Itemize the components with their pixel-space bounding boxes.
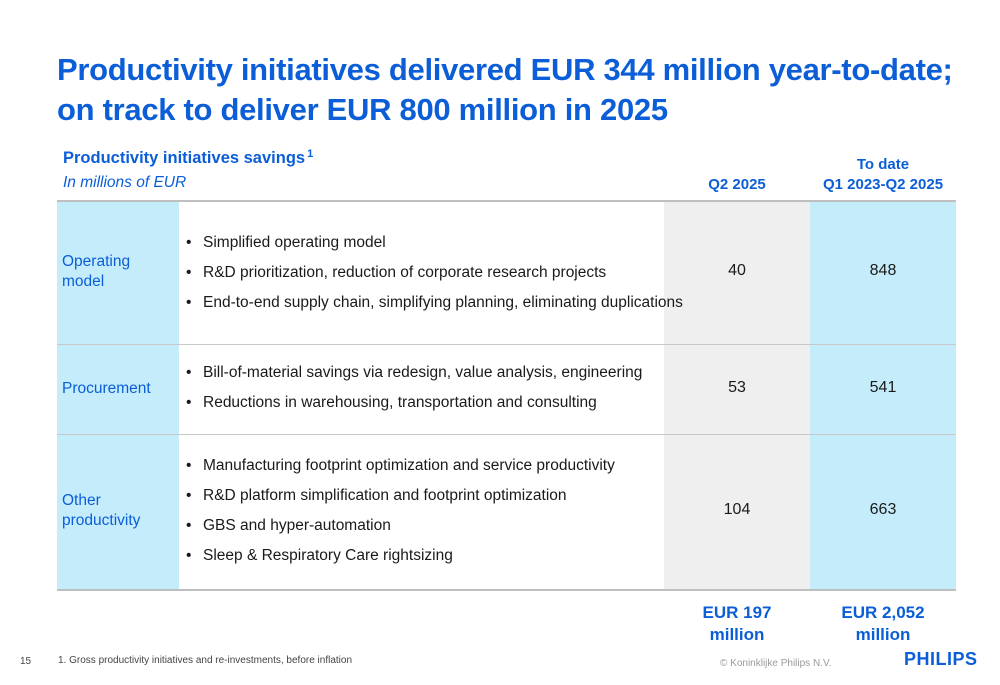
bullet-item: R&D prioritization, reduction of corpora… <box>186 258 666 288</box>
row-label-band <box>57 202 179 589</box>
row-label: Procurement <box>62 380 151 397</box>
to-date-total-line2: million <box>855 625 911 644</box>
q2-total: EUR 197 million <box>664 602 810 646</box>
q2-value: 40 <box>728 262 746 279</box>
bullet-list: Simplified operating model R&D prioritiz… <box>186 228 683 318</box>
q2-total-line2: million <box>709 625 765 644</box>
to-date-value: 663 <box>869 501 897 518</box>
column-header-q2: Q2 2025 <box>708 176 766 193</box>
row-label: Operating model <box>62 253 131 290</box>
bullet-list: Manufacturing footprint optimization and… <box>186 451 666 571</box>
to-date-value: 848 <box>869 262 897 279</box>
q2-value: 104 <box>723 501 751 518</box>
bullet-list: Bill-of-material savings via redesign, v… <box>186 358 666 418</box>
row-label: Other productivity <box>62 492 141 529</box>
table-subtitle: In millions of EUR <box>63 174 187 191</box>
table-title: Productivity initiatives savings 1 <box>63 147 314 168</box>
q2-value: 53 <box>728 379 746 396</box>
column-header-to-date: To date Q1 2023-Q2 2025 <box>810 155 956 195</box>
to-date-total-line1: EUR 2,052 <box>841 603 925 622</box>
to-date-column-band <box>810 202 956 589</box>
copyright: © Koninklijke Philips N.V. <box>720 658 832 669</box>
slide-title: Productivity initiatives delivered EUR 3… <box>57 52 953 127</box>
to-date-total: EUR 2,052 million <box>810 602 956 646</box>
philips-logo: PHILIPS <box>904 649 978 669</box>
column-header-to-date-line2: Q1 2023-Q2 2025 <box>822 176 944 193</box>
page-number: 15 <box>20 656 32 667</box>
bullet-item: Manufacturing footprint optimization and… <box>186 451 666 481</box>
bullet-item: Reductions in warehousing, transportatio… <box>186 388 666 418</box>
footnote-marker: 1 <box>307 147 314 160</box>
bullet-item: End-to-end supply chain, simplifying pla… <box>186 288 683 318</box>
table-row-other-productivity: Other productivity Manufacturing footpri… <box>57 435 956 589</box>
bullet-item: Bill-of-material savings via redesign, v… <box>186 358 666 388</box>
table-bottom-rule <box>57 589 956 591</box>
row-divider <box>57 344 956 345</box>
bullet-item: GBS and hyper-automation <box>186 511 666 541</box>
table-row-operating-model: Operating model Simplified operating mod… <box>57 202 956 344</box>
q2-column-band <box>664 202 810 589</box>
footnote: 1. Gross productivity initiatives and re… <box>58 655 353 666</box>
q2-total-line1: EUR 197 <box>702 603 772 622</box>
table-title-text: Productivity initiatives savings <box>63 149 306 167</box>
row-divider <box>57 434 956 435</box>
bullet-item: Sleep & Respiratory Care rightsizing <box>186 541 666 571</box>
table-row-procurement: Procurement Bill-of-material savings via… <box>57 345 956 434</box>
bullet-item: R&D platform simplification and footprin… <box>186 481 666 511</box>
column-header-to-date-line1: To date <box>856 156 910 173</box>
table-top-rule <box>57 200 956 202</box>
bullet-item: Simplified operating model <box>186 228 666 258</box>
to-date-value: 541 <box>869 379 897 396</box>
